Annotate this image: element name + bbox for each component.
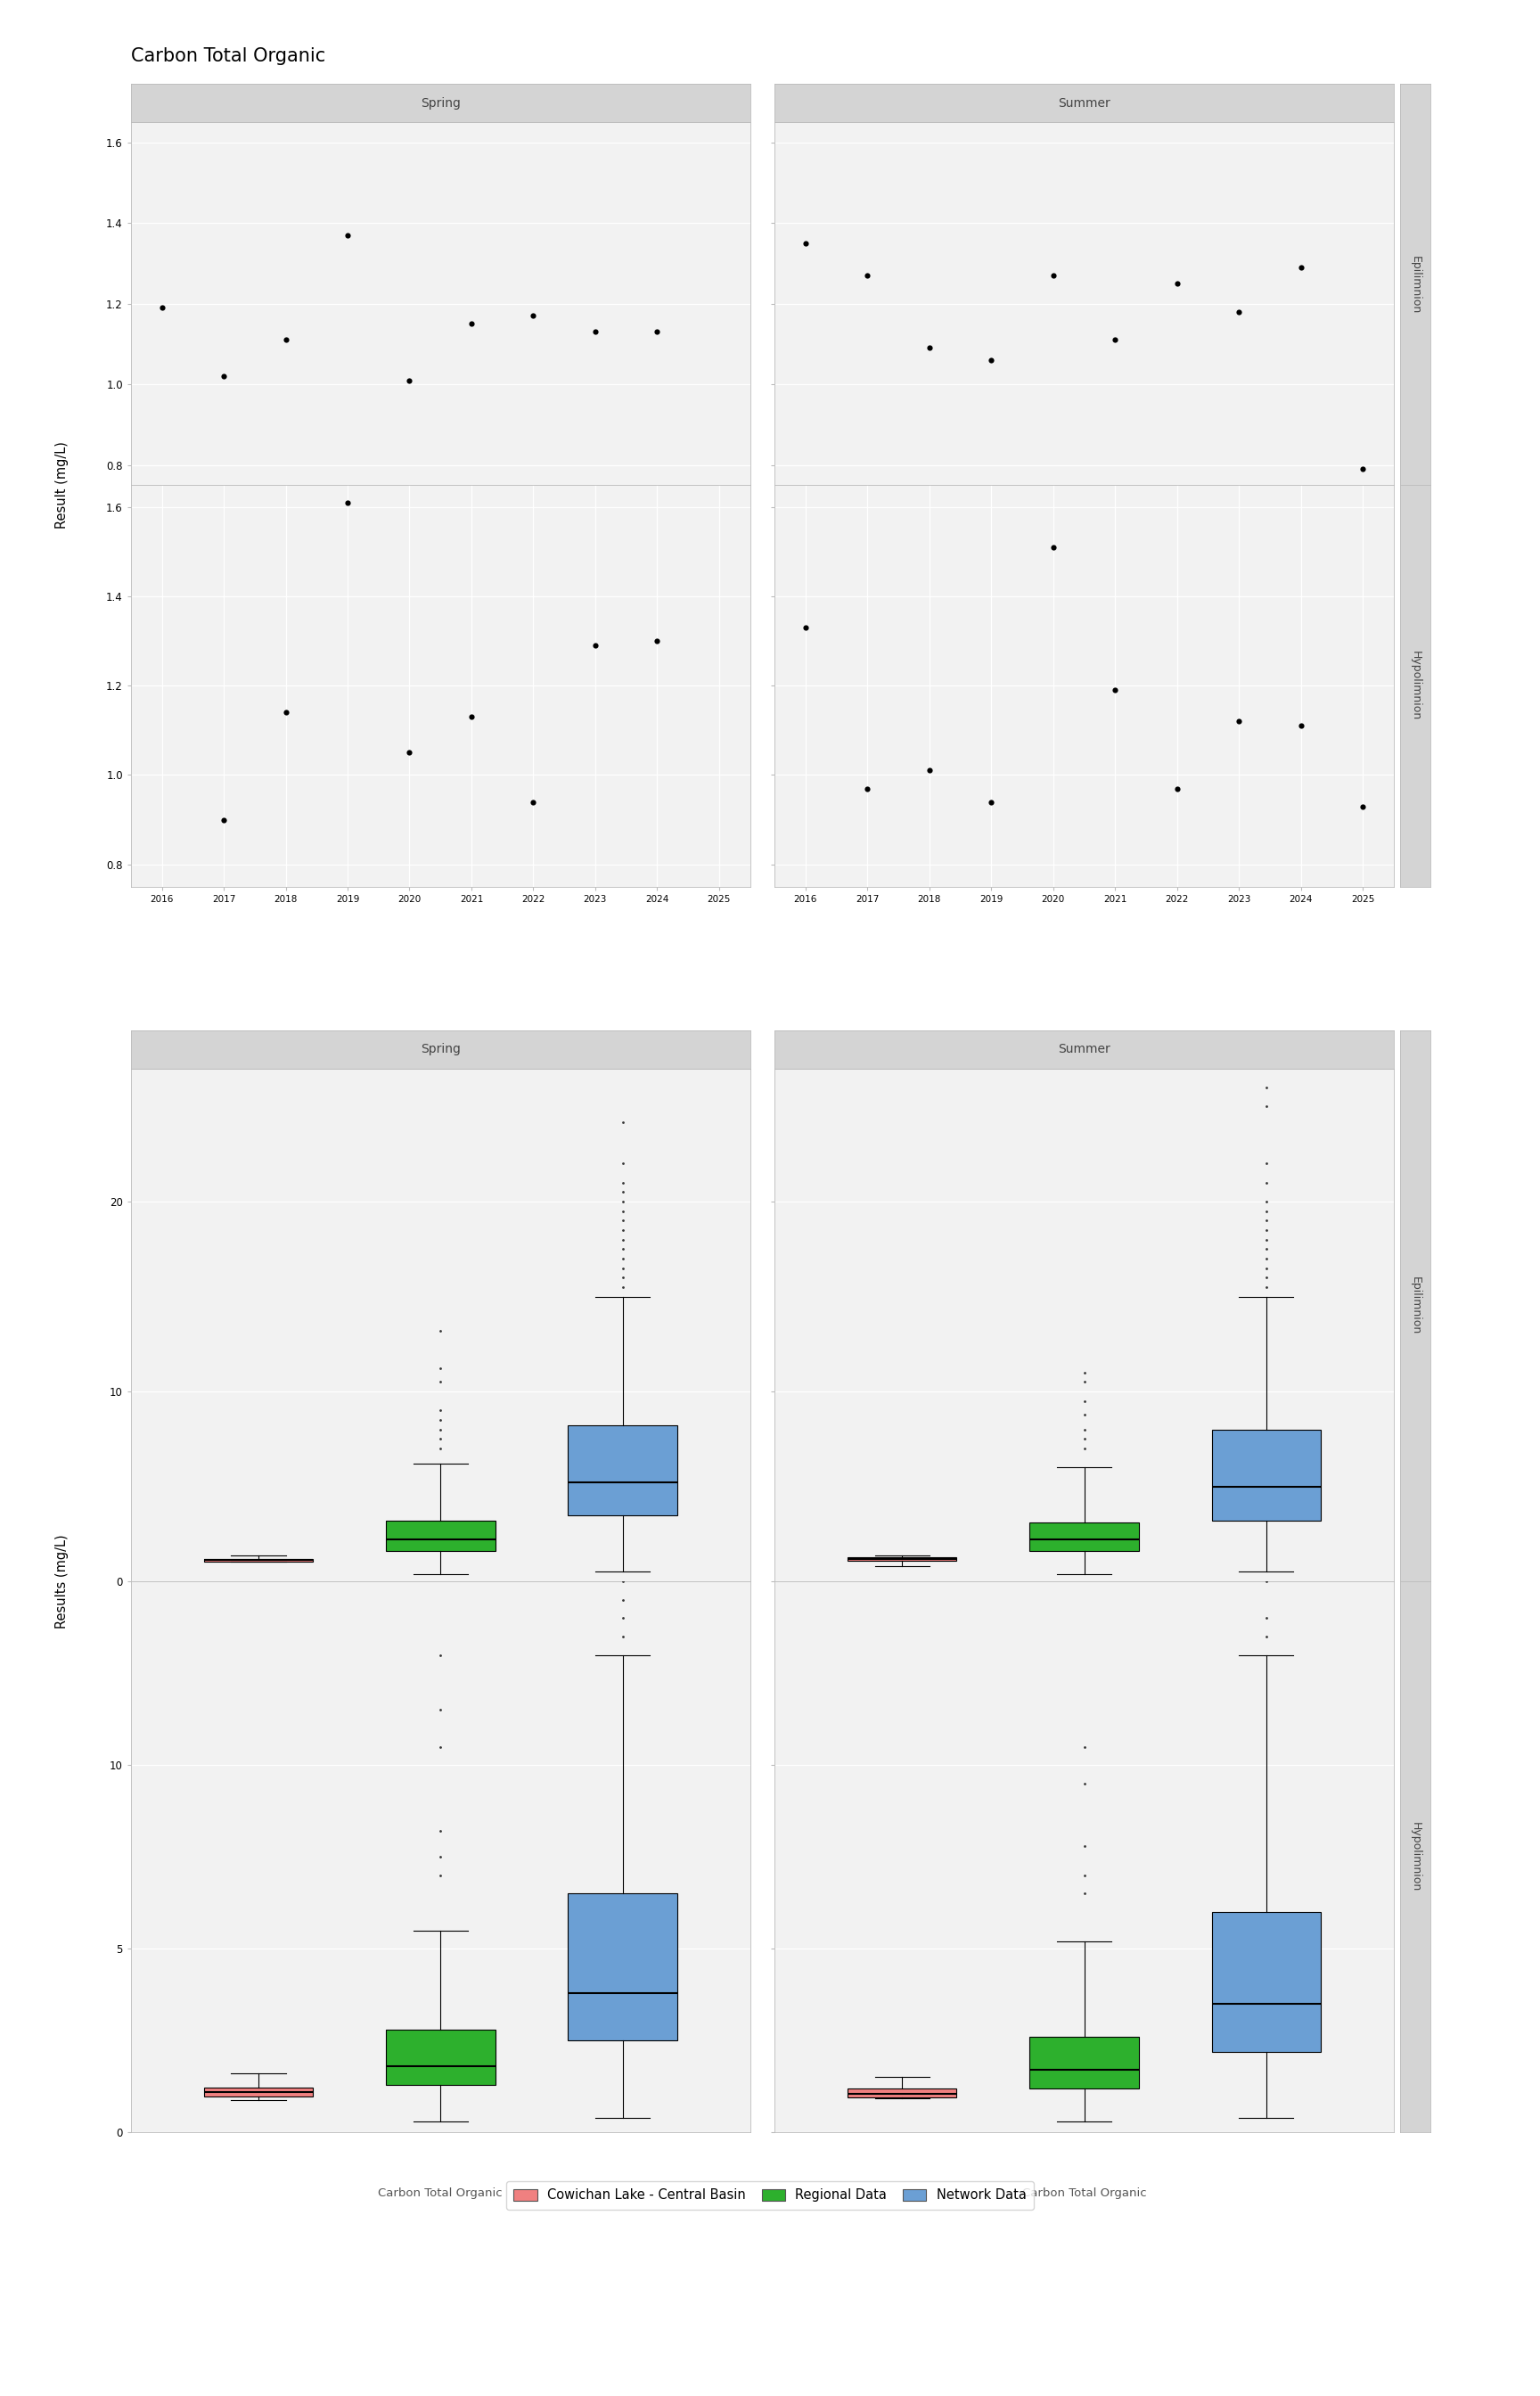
- Text: Results (mg/L): Results (mg/L): [55, 1533, 68, 1629]
- PathPatch shape: [387, 1521, 494, 1550]
- Point: [211, 357, 236, 395]
- Point: [1103, 671, 1127, 709]
- Point: [521, 783, 545, 822]
- Point: [1164, 264, 1189, 302]
- Point: [1289, 249, 1314, 288]
- Text: Carbon Total Organic: Carbon Total Organic: [379, 2188, 502, 2200]
- Point: [584, 314, 608, 352]
- Point: [1041, 530, 1066, 568]
- Point: [1041, 256, 1066, 295]
- PathPatch shape: [203, 2087, 313, 2096]
- PathPatch shape: [203, 1560, 313, 1562]
- Point: [1351, 788, 1375, 827]
- Point: [1227, 292, 1252, 331]
- PathPatch shape: [847, 1557, 956, 1560]
- Text: Spring: Spring: [420, 1042, 460, 1057]
- Text: Hypolimnion: Hypolimnion: [1409, 652, 1421, 721]
- PathPatch shape: [568, 1426, 678, 1514]
- Point: [645, 314, 670, 352]
- Point: [645, 623, 670, 661]
- PathPatch shape: [1212, 1912, 1321, 2051]
- Point: [1103, 321, 1127, 359]
- Point: [459, 697, 484, 736]
- Point: [336, 216, 360, 254]
- Point: [979, 783, 1004, 822]
- Point: [274, 321, 299, 359]
- Text: Epilimnion: Epilimnion: [1409, 256, 1421, 314]
- PathPatch shape: [1030, 1521, 1138, 1550]
- Text: Carbon Total Organic: Carbon Total Organic: [1023, 2188, 1146, 2200]
- PathPatch shape: [847, 2089, 956, 2096]
- Point: [274, 692, 299, 731]
- Text: Result (mg/L): Result (mg/L): [55, 441, 68, 530]
- Point: [459, 304, 484, 343]
- Point: [1164, 769, 1189, 807]
- Point: [1227, 702, 1252, 740]
- PathPatch shape: [1030, 2037, 1138, 2089]
- Text: Summer: Summer: [1058, 96, 1110, 110]
- Point: [855, 769, 879, 807]
- Point: [855, 256, 879, 295]
- Point: [211, 800, 236, 839]
- Point: [1351, 450, 1375, 489]
- Legend: Cowichan Lake - Central Basin, Regional Data, Network Data: Cowichan Lake - Central Basin, Regional …: [505, 2180, 1035, 2209]
- PathPatch shape: [387, 2029, 494, 2085]
- Point: [584, 628, 608, 666]
- Point: [1289, 707, 1314, 745]
- Text: Spring: Spring: [420, 96, 460, 110]
- Point: [793, 225, 818, 264]
- Point: [397, 362, 422, 400]
- Point: [918, 752, 942, 791]
- PathPatch shape: [1212, 1430, 1321, 1521]
- Point: [397, 733, 422, 772]
- Point: [793, 609, 818, 647]
- Text: Epilimnion: Epilimnion: [1409, 1277, 1421, 1335]
- Text: Summer: Summer: [1058, 1042, 1110, 1057]
- Point: [521, 297, 545, 335]
- Point: [336, 484, 360, 522]
- Point: [979, 340, 1004, 379]
- Point: [918, 328, 942, 367]
- Point: [149, 288, 174, 326]
- Text: Hypolimnion: Hypolimnion: [1409, 1821, 1421, 1893]
- PathPatch shape: [568, 1893, 678, 2041]
- Text: Carbon Total Organic: Carbon Total Organic: [131, 48, 325, 65]
